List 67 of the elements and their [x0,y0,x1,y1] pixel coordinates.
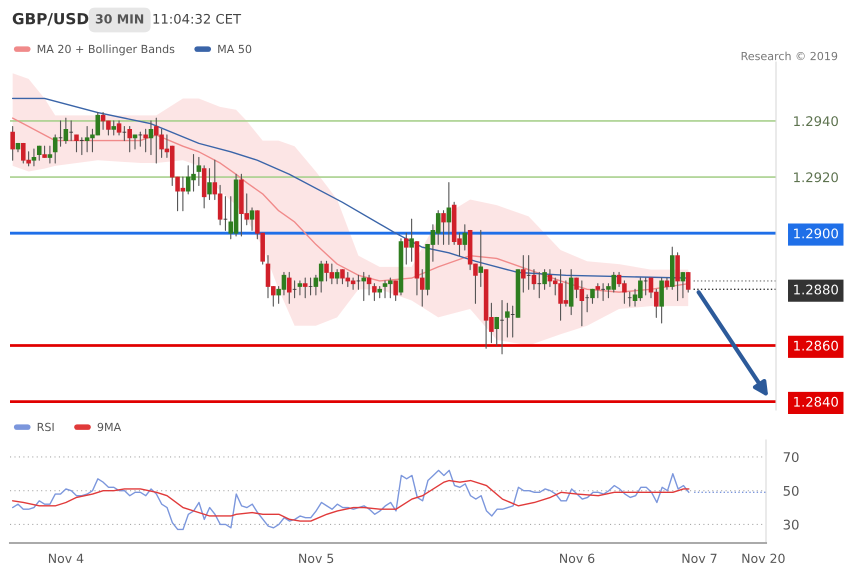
candlestick [207,168,212,200]
candlestick [680,272,686,298]
candlestick [10,126,15,161]
candlestick [409,218,414,262]
candlestick [366,274,372,296]
line-series [12,480,690,522]
x-tick-label: Nov 4 [48,554,84,564]
candlestick [361,272,366,302]
candlestick [132,134,138,150]
legend-label: 9MA [98,422,122,432]
candlestick [116,120,122,136]
candlestick [52,134,58,164]
candlestick [446,182,452,245]
y-tick-label: 1.2940 [794,116,838,126]
candlestick [596,283,600,298]
candlestick [334,269,340,284]
line-series [12,470,690,530]
candlestick [542,269,547,290]
candlestick [393,280,398,302]
text: Research © 2019 [742,52,838,60]
candlestick [42,146,47,158]
y-tick-label: 50 [784,486,799,496]
candlestick [36,146,42,161]
candlestick [505,302,510,338]
x-tick-label: Nov 20 [742,554,785,564]
candlestick [48,146,52,164]
candlestick [250,207,254,231]
candlestick [686,272,691,293]
y-tick-label: 1.2860 [794,340,838,351]
candlestick [286,272,292,304]
candlestick [478,230,484,288]
x-tick-label: Nov 7 [682,554,717,564]
legend-label: RSI [38,422,54,432]
y-tick-label: 1.2880 [794,284,838,295]
candlestick [148,120,154,156]
candlestick [32,148,36,166]
candlestick [143,128,148,152]
candlestick [521,255,526,293]
chart-title: GBP/USD [12,12,88,26]
candlestick [64,118,68,144]
y-tick-label: 1.2920 [794,172,838,182]
candlestick [74,134,79,152]
candlestick [196,156,202,186]
candlestick [590,288,595,304]
x-tick-label: Nov 5 [299,554,334,564]
candlestick [377,286,382,298]
y-tick-label: 1.2900 [794,228,838,238]
line-series [12,117,689,293]
chart-subtitle: 30 MIN [96,14,144,24]
candlestick [111,120,116,136]
x-tick-label: Nov 6 [560,554,594,564]
candlestick [127,126,132,152]
candlestick [404,232,409,265]
candlestick [372,283,377,302]
candlestick [441,210,446,245]
candlestick [302,278,308,298]
candlestick [494,316,500,346]
y-tick-label: 1.2840 [794,396,838,407]
candlestick [532,269,536,290]
y-tick-label: 30 [784,520,799,530]
candlestick [664,278,670,290]
candlestick [298,280,302,296]
legend-label: MA 50 [218,44,252,54]
candlestick [462,224,468,251]
legend-label: MA 20 + Bollinger Bands [38,44,174,56]
y-tick-label: 70 [784,452,799,462]
text: 11:04:32 CET [153,14,242,24]
